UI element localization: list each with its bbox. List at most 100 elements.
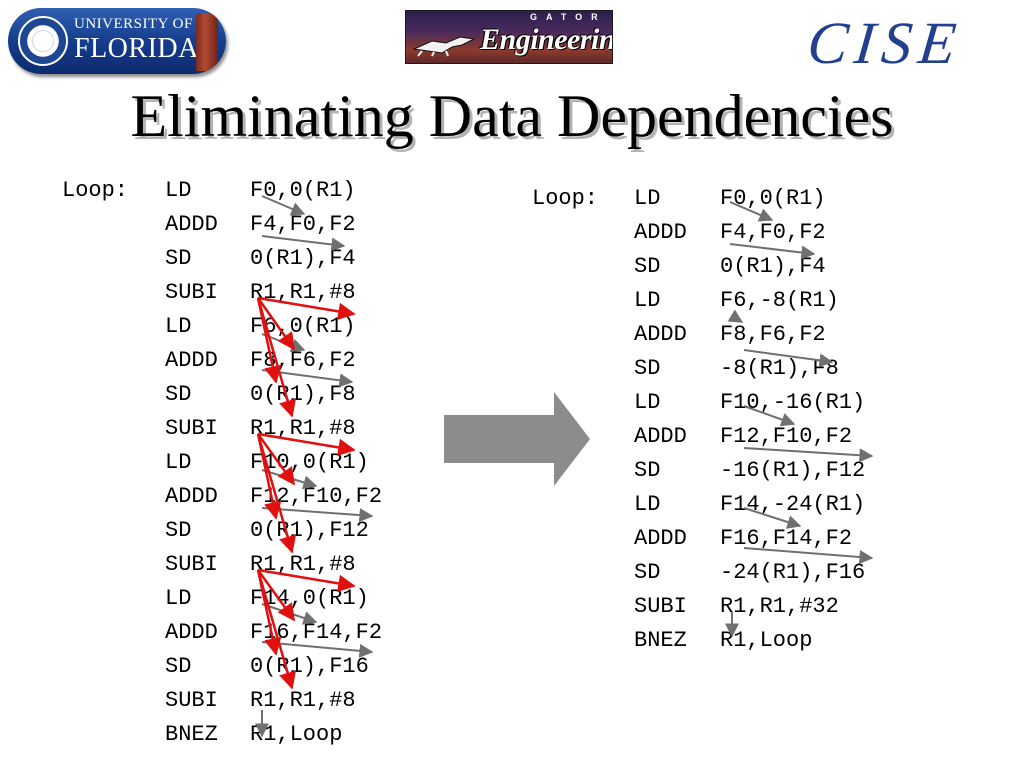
code-line: ADDD F16,F14,F2 — [532, 522, 932, 556]
opcode: SD — [165, 654, 192, 679]
operands: F8,F6,F2 — [720, 322, 826, 347]
unrolled-loop-listing: Loop: LD F0,0(R1) ADDD F4,F0,F2 SD 0(R1),F4 … — [532, 182, 932, 658]
opcode: ADDD — [165, 484, 218, 509]
university-of-florida-logo: UNIVERSITY OF FLORIDA — [8, 8, 226, 74]
operands: F8,F6,F2 — [250, 348, 356, 373]
uf-logo-text: UNIVERSITY OF FLORIDA — [74, 16, 199, 65]
code-line: ADDD F4,F0,F2 — [62, 208, 442, 242]
opcode: SD — [634, 356, 661, 381]
opcode: SUBI — [634, 594, 687, 619]
loop-label: Loop: — [532, 186, 599, 211]
opcode: ADDD — [634, 322, 687, 347]
opcode: ADDD — [634, 424, 687, 449]
code-line: ADDD F8,F6,F2 — [62, 344, 442, 378]
operands: F0,0(R1) — [720, 186, 826, 211]
operands: F6,0(R1) — [250, 314, 356, 339]
operands: 0(R1),F4 — [720, 254, 826, 279]
operands: R1,R1,#32 — [720, 594, 839, 619]
code-line: ADDD F8,F6,F2 — [532, 318, 932, 352]
code-line: ADDD F12,F10,F2 — [532, 420, 932, 454]
operands: F12,F10,F2 — [720, 424, 853, 449]
opcode: ADDD — [165, 212, 218, 237]
opcode: LD — [634, 288, 661, 313]
code-line: SUBI R1,R1,#8 — [62, 412, 442, 446]
operands: -16(R1),F12 — [720, 458, 866, 483]
code-line: BNEZ R1,Loop — [62, 718, 442, 752]
operands: F14,0(R1) — [250, 586, 369, 611]
operands: 0(R1),F16 — [250, 654, 369, 679]
operands: F14,-24(R1) — [720, 492, 866, 517]
opcode: LD — [634, 492, 661, 517]
operands: 0(R1),F8 — [250, 382, 356, 407]
cise-logo: CISE — [804, 10, 967, 76]
loop-label: Loop: — [62, 178, 129, 203]
operands: R1,R1,#8 — [250, 552, 356, 577]
code-line: LD F14,-24(R1) — [532, 488, 932, 522]
code-line: SUBI R1,R1,#8 — [62, 684, 442, 718]
operands: F12,F10,F2 — [250, 484, 383, 509]
code-line: SUBI R1,R1,#32 — [532, 590, 932, 624]
code-line: SUBI R1,R1,#8 — [62, 276, 442, 310]
opcode: SUBI — [165, 688, 218, 713]
code-line: SD 0(R1),F16 — [62, 650, 442, 684]
opcode: BNEZ — [634, 628, 687, 653]
code-line: BNEZ R1,Loop — [532, 624, 932, 658]
operands: F6,-8(R1) — [720, 288, 839, 313]
code-line: LD F6,-8(R1) — [532, 284, 932, 318]
operands: 0(R1),F12 — [250, 518, 369, 543]
code-line: ADDD F16,F14,F2 — [62, 616, 442, 650]
opcode: SD — [634, 254, 661, 279]
opcode: SD — [165, 518, 192, 543]
opcode: SD — [165, 246, 192, 271]
code-line: SD 0(R1),F4 — [62, 242, 442, 276]
code-line: SD 0(R1),F4 — [532, 250, 932, 284]
opcode: SUBI — [165, 280, 218, 305]
opcode: ADDD — [165, 620, 218, 645]
operands: R1,R1,#8 — [250, 416, 356, 441]
opcode: SD — [634, 458, 661, 483]
gator-engineering-logo: GATOR Engineering — [405, 10, 613, 64]
uf-logo-line1: UNIVERSITY OF — [74, 16, 193, 32]
gator-icon — [412, 36, 476, 57]
code-line: SD 0(R1),F8 — [62, 378, 442, 412]
opcode: LD — [165, 450, 192, 475]
opcode: LD — [165, 586, 192, 611]
opcode: ADDD — [634, 220, 687, 245]
opcode: LD — [165, 314, 192, 339]
operands: -8(R1),F8 — [720, 356, 839, 381]
opcode: SD — [165, 382, 192, 407]
operands: -24(R1),F16 — [720, 560, 866, 585]
opcode: SUBI — [165, 416, 218, 441]
code-line: LD F6,0(R1) — [62, 310, 442, 344]
operands: R1,R1,#8 — [250, 688, 356, 713]
operands: F10,-16(R1) — [720, 390, 866, 415]
century-tower-icon — [196, 13, 218, 71]
uf-logo-line2: FLORIDA — [74, 33, 199, 64]
operands: F0,0(R1) — [250, 178, 356, 203]
operands: R1,Loop — [720, 628, 813, 653]
operands: F16,F14,F2 — [720, 526, 853, 551]
gator-word: GATOR — [530, 12, 607, 22]
code-line: SD 0(R1),F12 — [62, 514, 442, 548]
opcode: SD — [634, 560, 661, 585]
opcode: ADDD — [634, 526, 687, 551]
code-line: LD F10,0(R1) — [62, 446, 442, 480]
opcode: SUBI — [165, 552, 218, 577]
operands: R1,Loop — [250, 722, 343, 747]
code-line: SD -8(R1),F8 — [532, 352, 932, 386]
original-loop-listing: Loop: LD F0,0(R1) ADDD F4,F0,F2 SD 0(R1),F4 … — [62, 174, 442, 752]
operands: F4,F0,F2 — [720, 220, 826, 245]
code-line: SD -24(R1),F16 — [532, 556, 932, 590]
code-line: ADDD F4,F0,F2 — [532, 216, 932, 250]
opcode: LD — [634, 186, 661, 211]
operands: F10,0(R1) — [250, 450, 369, 475]
slide-title: Eliminating Data Dependencies — [130, 83, 894, 149]
operands: R1,R1,#8 — [250, 280, 356, 305]
code-line: Loop: LD F0,0(R1) — [532, 182, 932, 216]
code-line: SUBI R1,R1,#8 — [62, 548, 442, 582]
code-line: ADDD F12,F10,F2 — [62, 480, 442, 514]
code-line: LD F14,0(R1) — [62, 582, 442, 616]
operands: 0(R1),F4 — [250, 246, 356, 271]
engineering-word: Engineering — [480, 23, 612, 56]
opcode: LD — [634, 390, 661, 415]
